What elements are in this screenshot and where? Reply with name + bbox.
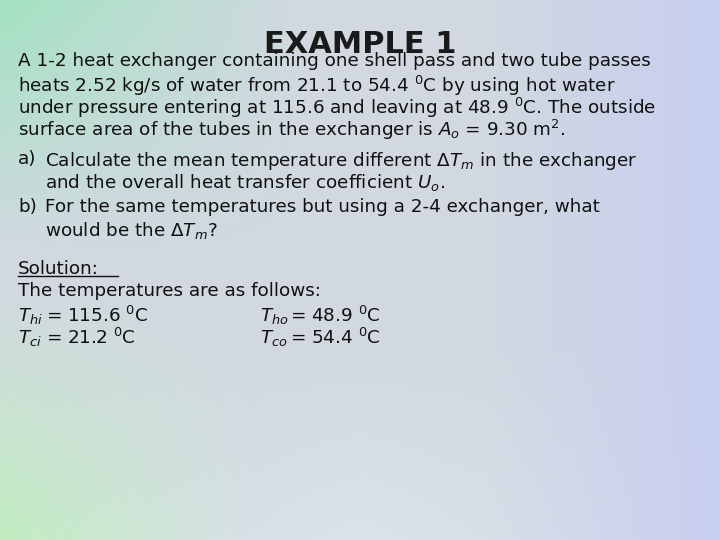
Text: surface area of the tubes in the exchanger is $A_o$ = 9.30 m$^2$.: surface area of the tubes in the exchang… <box>18 118 565 142</box>
Text: heats 2.52 kg/s of water from 21.1 to 54.4 $^0$C by using hot water: heats 2.52 kg/s of water from 21.1 to 54… <box>18 74 616 98</box>
Text: b): b) <box>18 198 37 216</box>
Text: would be the $\Delta T_m$?: would be the $\Delta T_m$? <box>45 220 217 241</box>
Text: Solution:: Solution: <box>18 260 99 278</box>
Text: under pressure entering at 115.6 and leaving at 48.9 $^0$C. The outside: under pressure entering at 115.6 and lea… <box>18 96 656 120</box>
Text: = 48.9 $^0$C: = 48.9 $^0$C <box>290 306 381 326</box>
Text: The temperatures are as follows:: The temperatures are as follows: <box>18 282 321 300</box>
Text: Calculate the mean temperature different $\Delta T_m$ in the exchanger: Calculate the mean temperature different… <box>45 150 637 172</box>
Text: A 1-2 heat exchanger containing one shell pass and two tube passes: A 1-2 heat exchanger containing one shel… <box>18 52 651 70</box>
Text: $T_{ci}$: $T_{ci}$ <box>18 328 42 348</box>
Text: = 21.2 $^0$C: = 21.2 $^0$C <box>46 328 135 348</box>
Text: and the overall heat transfer coefficient $U_o$.: and the overall heat transfer coefficien… <box>45 172 445 193</box>
Text: $T_{ho}$: $T_{ho}$ <box>260 306 289 326</box>
Text: For the same temperatures but using a 2-4 exchanger, what: For the same temperatures but using a 2-… <box>45 198 600 216</box>
Text: a): a) <box>18 150 37 168</box>
Text: $T_{hi}$: $T_{hi}$ <box>18 306 43 326</box>
Text: = 54.4 $^0$C: = 54.4 $^0$C <box>290 328 381 348</box>
Text: $T_{co}$: $T_{co}$ <box>260 328 287 348</box>
Text: EXAMPLE 1: EXAMPLE 1 <box>264 30 456 59</box>
Text: = 115.6 $^0$C: = 115.6 $^0$C <box>46 306 148 326</box>
